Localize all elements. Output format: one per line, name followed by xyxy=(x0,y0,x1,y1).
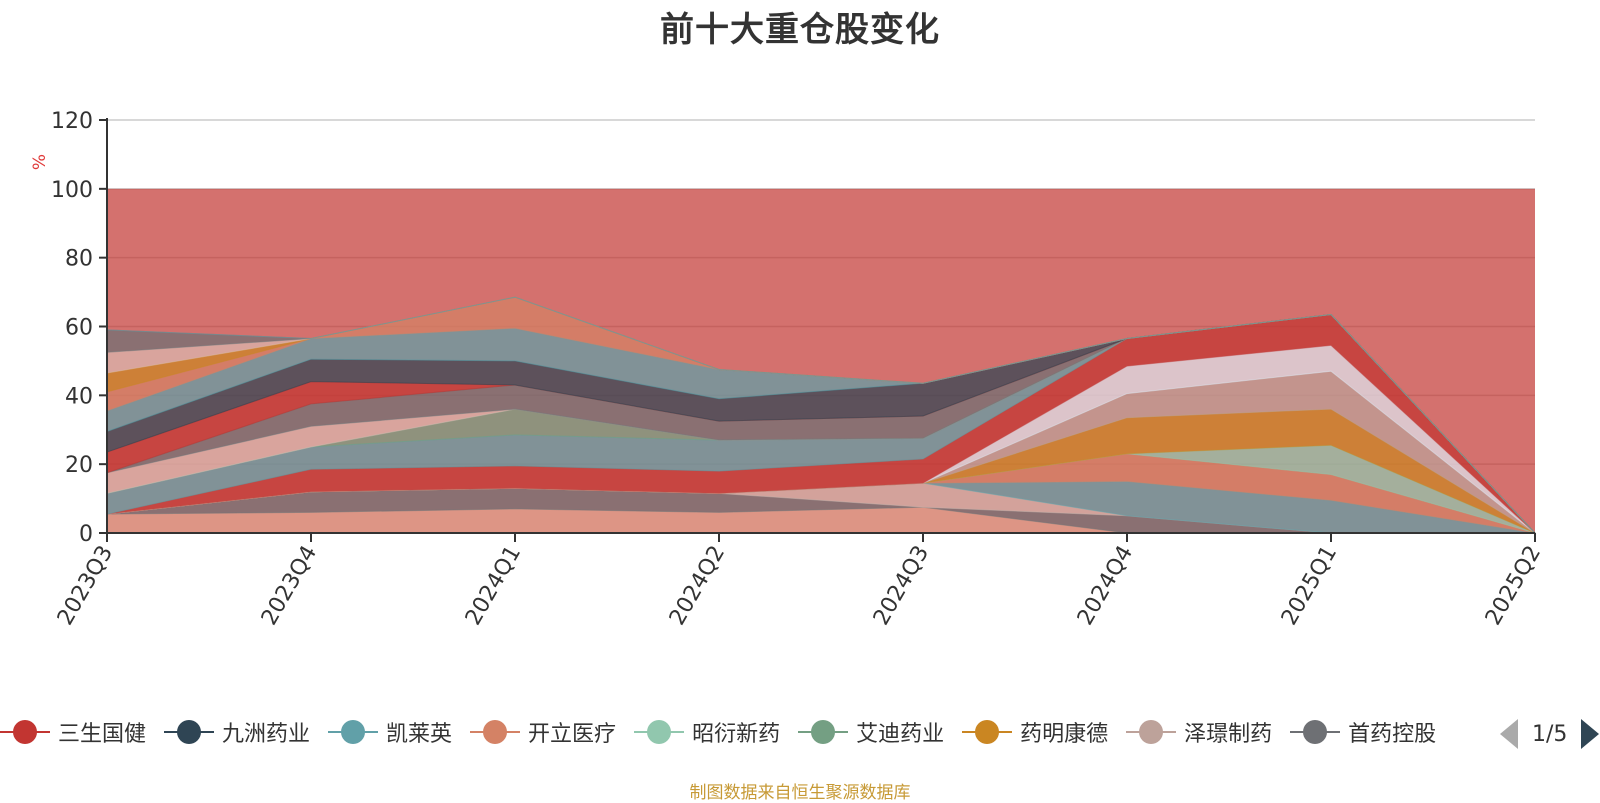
legend-label: 泽璟制药 xyxy=(1184,722,1273,747)
x-tick-label: 2024Q1 xyxy=(461,542,526,630)
legend-item[interactable]: 首药控股 xyxy=(1290,716,1436,748)
legend-marker-icon xyxy=(798,720,849,744)
legend-label: 开立医疗 xyxy=(528,722,617,747)
x-tick-label: 2024Q3 xyxy=(869,542,934,630)
legend-item[interactable]: 昭衍新药 xyxy=(634,716,780,748)
legend-marker-icon xyxy=(164,720,215,744)
y-tick-label: 40 xyxy=(65,384,93,409)
legend-prev-arrow-icon[interactable] xyxy=(1500,719,1518,749)
x-tick-label: 2024Q4 xyxy=(1073,542,1138,630)
legend-marker-icon xyxy=(962,720,1013,744)
x-tick-label: 2024Q2 xyxy=(665,542,730,630)
legend-label: 凯莱英 xyxy=(386,722,453,747)
source-note: 制图数据来自恒生聚源数据库 xyxy=(689,783,911,803)
y-tick-label: 60 xyxy=(65,316,93,341)
legend-page-indicator: 1/5 xyxy=(1532,721,1568,747)
legend-label: 三生国健 xyxy=(58,722,147,747)
legend-item[interactable]: 泽璟制药 xyxy=(1126,716,1272,748)
legend-item[interactable]: 艾迪药业 xyxy=(798,716,944,748)
legend-marker-icon xyxy=(470,720,521,744)
y-tick-label: 80 xyxy=(65,247,93,272)
y-tick-label: 20 xyxy=(65,453,93,478)
legend-marker-icon xyxy=(634,720,685,744)
legend: 三生国健 九洲药业 凯莱英 开立医疗 昭衍新药 艾迪药业 药明康德 泽璟制药 首药控股 xyxy=(0,712,1480,752)
legend-pager: 1/5 xyxy=(1500,716,1600,752)
legend-label: 药明康德 xyxy=(1020,722,1109,747)
legend-label: 艾迪药业 xyxy=(856,722,945,747)
x-tick-label: 2025Q2 xyxy=(1481,542,1546,630)
x-tick-label: 2023Q3 xyxy=(53,542,118,630)
x-tick-label: 2025Q1 xyxy=(1277,542,1342,630)
legend-label: 首药控股 xyxy=(1348,722,1437,747)
legend-item[interactable]: 开立医疗 xyxy=(470,716,616,748)
y-tick-label: 0 xyxy=(79,522,93,547)
y-tick-label: 100 xyxy=(51,178,93,203)
chart-title: 前十大重仓股变化 xyxy=(660,10,940,50)
x-tick-label: 2023Q4 xyxy=(257,542,322,630)
legend-next-arrow-icon[interactable] xyxy=(1581,719,1600,749)
legend-item[interactable]: 药明康德 xyxy=(962,716,1108,748)
legend-marker-icon xyxy=(1126,720,1177,744)
legend-label: 九洲药业 xyxy=(222,722,311,747)
y-axis-label: % xyxy=(30,154,50,170)
legend-item[interactable]: 凯莱英 xyxy=(328,716,452,748)
legend-marker-icon xyxy=(328,720,379,744)
legend-label: 昭衍新药 xyxy=(692,722,781,747)
legend-item[interactable]: 九洲药业 xyxy=(164,716,310,748)
legend-marker-icon xyxy=(0,720,50,744)
legend-marker-icon xyxy=(1290,720,1341,744)
y-tick-label: 120 xyxy=(51,109,93,134)
legend-item[interactable]: 三生国健 xyxy=(0,716,146,748)
